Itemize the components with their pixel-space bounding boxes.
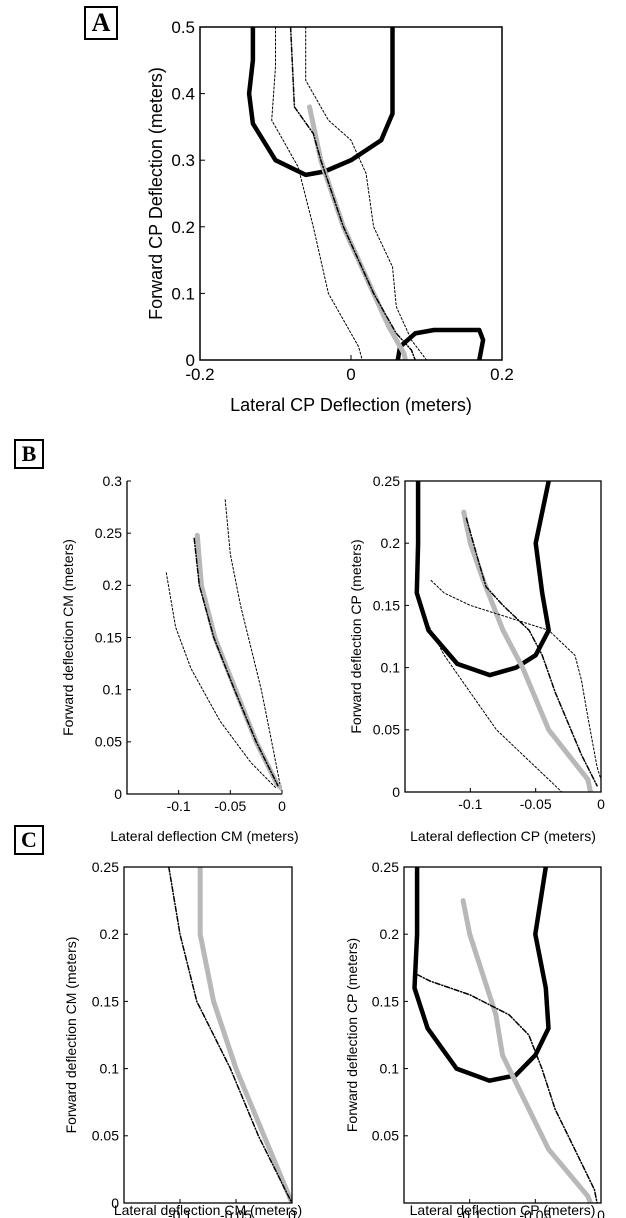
y-tick-label: 0.05 xyxy=(373,722,400,738)
x-tick-label: 0.2 xyxy=(490,365,514,384)
y-tick-label: 0.05 xyxy=(92,1128,119,1144)
y-tick-label: 0.2 xyxy=(100,926,120,942)
y-tick-label: 0.15 xyxy=(95,629,122,645)
y-tick-label: 0.1 xyxy=(100,1061,120,1077)
series-thin-line xyxy=(430,580,601,781)
y-tick-label: 0.1 xyxy=(381,660,401,676)
series-gray-line xyxy=(197,867,292,1203)
y-tick-label: 0.1 xyxy=(103,682,123,698)
y-tick-label: 0.15 xyxy=(92,993,119,1009)
x-axis-label: Lateral deflection CP (meters) xyxy=(410,1202,596,1218)
x-tick-label: -0.2 xyxy=(185,365,214,384)
series-thin-line xyxy=(305,27,427,360)
series-thin-line xyxy=(417,592,563,792)
y-tick-label: 0.25 xyxy=(373,473,400,489)
y-tick-label: 0 xyxy=(186,351,195,370)
y-tick-label: 0.15 xyxy=(373,597,400,613)
x-tick-label: 0 xyxy=(346,365,355,384)
y-axis-label: Forward deflection CM (meters) xyxy=(63,937,79,1134)
y-axis-label: Forward deflection CM (meters) xyxy=(60,539,76,736)
y-tick-label: 0.1 xyxy=(380,1061,400,1077)
y-tick-label: 0.25 xyxy=(95,525,122,541)
y-tick-label: 0.05 xyxy=(95,734,122,750)
axes-frame xyxy=(404,480,602,793)
series-gray-line xyxy=(461,509,593,792)
x-tick-label: 0 xyxy=(278,798,286,814)
y-tick-label: 0.2 xyxy=(171,218,195,237)
axes-frame xyxy=(403,866,602,1204)
series-thin-line xyxy=(224,499,281,785)
y-tick-label: 0.25 xyxy=(372,859,399,875)
y-tick-label: 0.2 xyxy=(380,926,400,942)
x-tick-label: -0.1 xyxy=(458,796,482,812)
y-tick-label: 0.25 xyxy=(92,859,119,875)
series-thin-line xyxy=(271,27,363,360)
x-tick-label: 0 xyxy=(288,1207,296,1218)
y-tick-label: 0.05 xyxy=(372,1128,399,1144)
x-tick-label: 0 xyxy=(597,1207,605,1218)
panel-label-c: C xyxy=(14,825,44,855)
y-tick-label: 0.4 xyxy=(171,85,195,104)
axes-frame xyxy=(123,866,293,1204)
series-dashed-line xyxy=(465,517,598,787)
y-tick-label: 0.5 xyxy=(171,18,195,37)
x-tick-label: 0 xyxy=(597,796,605,812)
series-dashed-line xyxy=(416,973,598,1203)
y-tick-label: 0 xyxy=(392,784,400,800)
axes-frame xyxy=(199,26,503,361)
series-boundary-line xyxy=(412,867,551,1083)
y-tick-label: 0.2 xyxy=(381,535,401,551)
series-gray-line xyxy=(194,532,282,792)
chart-c-right: -0.1 -0.05 0 0.05 0.1 0.15 0.2 0.25 Lateral defl… xyxy=(344,859,605,1218)
series-thin-line xyxy=(165,572,278,790)
y-tick-label: 0 xyxy=(111,1195,119,1211)
x-axis-label: Lateral deflection CP (meters) xyxy=(410,828,596,844)
x-tick-label: -0.1 xyxy=(167,798,191,814)
y-axis-label: Forward CP Deflection (meters) xyxy=(146,67,166,320)
x-tick-label: -0.05 xyxy=(214,798,246,814)
series-boundary-line xyxy=(395,327,486,360)
y-tick-label: 0 xyxy=(114,786,122,802)
chart-b-left: -0.1 -0.05 0 0 0.05 0.1 0.15 0.2 0.25 0.3 Lateral … xyxy=(60,473,299,844)
y-tick-label: 0.1 xyxy=(171,284,195,303)
x-axis-label: Lateral deflection CM (meters) xyxy=(110,828,298,844)
series-boundary-line xyxy=(414,481,551,678)
series-boundary-line xyxy=(246,27,395,178)
y-tick-label: 0.15 xyxy=(372,993,399,1009)
x-axis-label: Lateral CP Deflection (meters) xyxy=(230,395,472,415)
chart-c-left: -0.1 -0.05 0 0 0.05 0.1 0.15 0.2 0.25 Lateral def… xyxy=(63,859,302,1218)
y-tick-label: 0.3 xyxy=(171,151,195,170)
y-tick-label: 0.3 xyxy=(103,473,123,489)
x-axis-label: Lateral deflection CM (meters) xyxy=(114,1202,302,1218)
series-dashed-line xyxy=(289,27,416,360)
series-dashed-line xyxy=(193,537,279,787)
y-tick-label: 0.2 xyxy=(103,577,123,593)
y-axis-label: Forward deflection CP (meters) xyxy=(344,938,360,1132)
series-gray-line xyxy=(460,898,593,1203)
x-tick-label: -0.1 xyxy=(168,1207,192,1218)
series-gray-line xyxy=(307,104,408,360)
x-tick-label: -0.1 xyxy=(458,1207,482,1218)
x-tick-label: -0.05 xyxy=(220,1207,252,1218)
panel-label-b: B xyxy=(14,439,44,469)
series-dashed-line xyxy=(168,867,292,1203)
x-tick-label: -0.05 xyxy=(520,796,552,812)
panel-label-a: A xyxy=(84,6,118,40)
chart-b-right: -0.1 -0.05 0 0 0.05 0.1 0.15 0.2 0.25 Lateral def… xyxy=(348,473,605,844)
y-axis-label: Forward deflection CP (meters) xyxy=(348,539,364,733)
x-tick-label: -0.05 xyxy=(519,1207,551,1218)
